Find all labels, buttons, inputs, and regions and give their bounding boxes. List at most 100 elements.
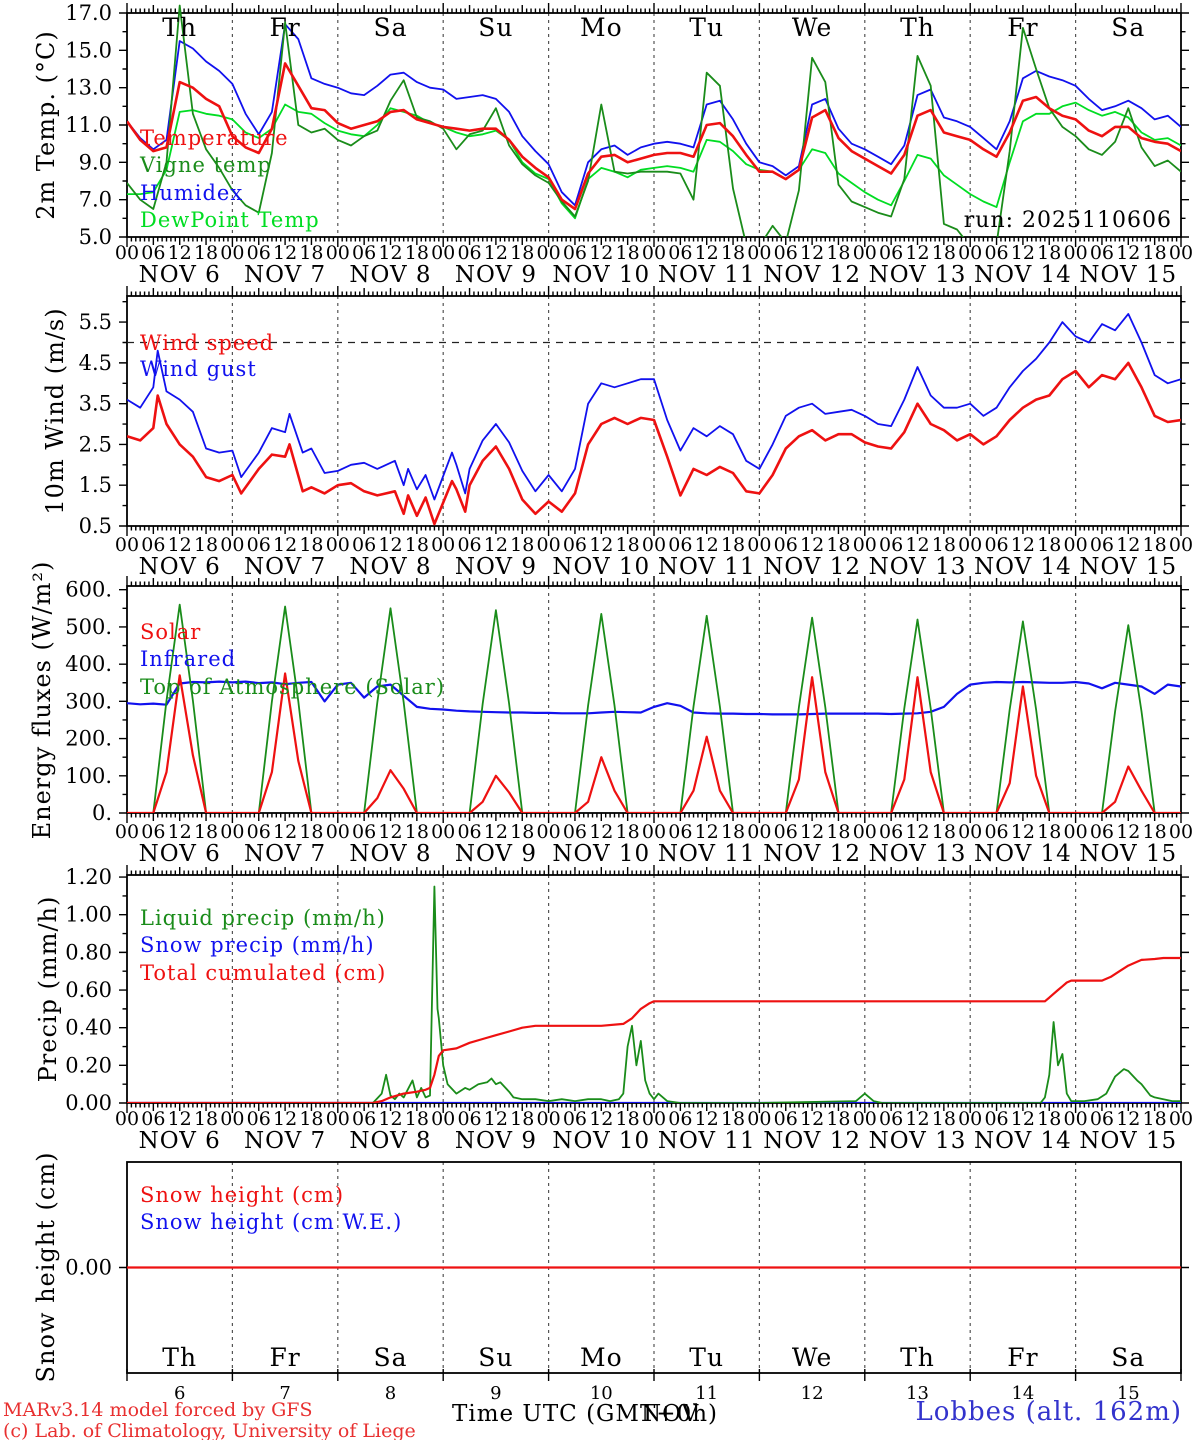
- hour-tick-label: 18: [1037, 1108, 1061, 1130]
- panel-snow_height: 0.00 Th Fr Sa Su Mo Tu We Th Fr Sa 6 7 8 9 10 11 12 13 14 15: [65, 1161, 1189, 1404]
- y-tick-label: 200.: [65, 727, 112, 751]
- series-top-of-atmosphere-solar: [127, 603, 1181, 813]
- legend-snow-height: Snow height (cm): [140, 1183, 345, 1207]
- y-tick-label: 7.0: [79, 188, 112, 212]
- hour-tick-label: 06: [1090, 242, 1114, 264]
- hour-tick-label: 00: [431, 1108, 455, 1130]
- series-temperature: [127, 62, 1181, 211]
- hour-tick-label: 00: [958, 534, 982, 556]
- hour-tick-label: 18: [616, 242, 640, 264]
- y-tick-label: 1.00: [65, 903, 112, 927]
- hour-tick-label: 18: [510, 242, 534, 264]
- hour-tick-label: 12: [905, 534, 929, 556]
- date-label: NOV 11: [658, 1128, 756, 1154]
- weekday-label: Sa: [1111, 1343, 1145, 1372]
- hour-tick-label: 06: [984, 242, 1008, 264]
- hour-tick-label: 06: [774, 534, 798, 556]
- y-tick-label: 17.0: [65, 1, 112, 25]
- hour-tick-label: 18: [616, 1108, 640, 1130]
- date-label: NOV 9: [455, 841, 537, 867]
- series-solar: [127, 672, 1181, 813]
- date-number: 11: [695, 1383, 718, 1404]
- weekday-label: Th: [900, 1343, 935, 1372]
- weekday-label: Sa: [373, 1343, 407, 1372]
- hour-tick-label: 12: [1116, 821, 1140, 843]
- hour-tick-label: 06: [774, 821, 798, 843]
- hour-tick-label: 18: [826, 534, 850, 556]
- y-tick-label: 0.80: [65, 940, 112, 964]
- y-axis-title-temperature: 2m Temp. (°C): [32, 30, 60, 220]
- hour-tick-label: 12: [168, 534, 192, 556]
- legend-temperature: Temperature: [140, 126, 289, 150]
- hour-tick-label: 00: [537, 242, 561, 264]
- y-tick-label: 15.0: [65, 38, 112, 62]
- hour-tick-label: 18: [1037, 534, 1061, 556]
- hour-tick-label: 12: [484, 821, 508, 843]
- y-tick-label: 4.5: [79, 351, 112, 375]
- series-wind-gust: [127, 313, 1181, 501]
- hour-tick-label: 12: [168, 242, 192, 264]
- hour-tick-label: 12: [273, 1108, 297, 1130]
- station-label: Lobbes (alt. 162m): [915, 1397, 1182, 1427]
- date-label: NOV 12: [763, 841, 861, 867]
- hour-tick-label: 06: [563, 534, 587, 556]
- month-label: NOV: [641, 1401, 700, 1427]
- hour-tick-label: 06: [247, 534, 271, 556]
- hour-tick-label: 00: [115, 534, 139, 556]
- weekday-label: Fr: [269, 13, 300, 42]
- legend-wind-gust: Wind gust: [140, 357, 257, 381]
- date-label: NOV 10: [552, 554, 650, 580]
- hour-tick-label: 06: [774, 1108, 798, 1130]
- hour-tick-label: 18: [405, 242, 429, 264]
- hour-tick-label: 00: [431, 821, 455, 843]
- hour-tick-label: 12: [273, 821, 297, 843]
- date-label: NOV 15: [1079, 1128, 1177, 1154]
- model-credit-line1: MARv3.14 model forced by GFS: [3, 1399, 313, 1421]
- date-label: NOV 12: [763, 1128, 861, 1154]
- hour-tick-label: 00: [326, 534, 350, 556]
- hour-tick-label: 00: [1169, 821, 1193, 843]
- hour-tick-label: 12: [378, 242, 402, 264]
- hour-tick-label: 12: [695, 821, 719, 843]
- hour-tick-label: 18: [1037, 821, 1061, 843]
- hour-tick-label: 12: [1011, 242, 1035, 264]
- hour-tick-label: 18: [1143, 1108, 1167, 1130]
- legend-solar: Solar: [140, 620, 202, 644]
- hour-tick-label: 00: [747, 1108, 771, 1130]
- date-number: 14: [1011, 1383, 1034, 1404]
- y-tick-label: 5.0: [79, 225, 112, 249]
- hour-tick-label: 00: [220, 821, 244, 843]
- y-tick-label: 400.: [65, 652, 112, 676]
- hour-tick-label: 12: [1011, 534, 1035, 556]
- weekday-label: Tu: [689, 1343, 724, 1372]
- hour-tick-label: 18: [616, 821, 640, 843]
- hour-tick-label: 00: [1064, 1108, 1088, 1130]
- hour-tick-label: 06: [984, 534, 1008, 556]
- hour-tick-label: 12: [273, 534, 297, 556]
- date-label: NOV 7: [244, 841, 326, 867]
- hour-tick-label: 12: [905, 1108, 929, 1130]
- hour-tick-label: 06: [141, 1108, 165, 1130]
- date-label: NOV 6: [139, 841, 221, 867]
- y-tick-label: 11.0: [65, 113, 112, 137]
- hour-tick-label: 06: [141, 242, 165, 264]
- weekday-label: Su: [478, 1343, 513, 1372]
- hour-tick-label: 18: [932, 1108, 956, 1130]
- hour-tick-label: 12: [484, 534, 508, 556]
- weekday-label: Th: [162, 1343, 197, 1372]
- hour-tick-label: 06: [879, 242, 903, 264]
- y-axis-title-wind: 10m Wind (m/s): [41, 307, 69, 515]
- legend-total-cumulated: Total cumulated (cm): [140, 961, 387, 985]
- hour-tick-label: 00: [431, 242, 455, 264]
- legend-dewpoint-temp: DewPoint Temp: [140, 208, 320, 232]
- hour-tick-label: 18: [194, 242, 218, 264]
- hour-tick-label: 12: [695, 534, 719, 556]
- y-tick-label: 0.40: [65, 1016, 112, 1040]
- hour-tick-label: 00: [115, 821, 139, 843]
- hour-tick-label: 12: [1011, 1108, 1035, 1130]
- hour-tick-label: 06: [352, 1108, 376, 1130]
